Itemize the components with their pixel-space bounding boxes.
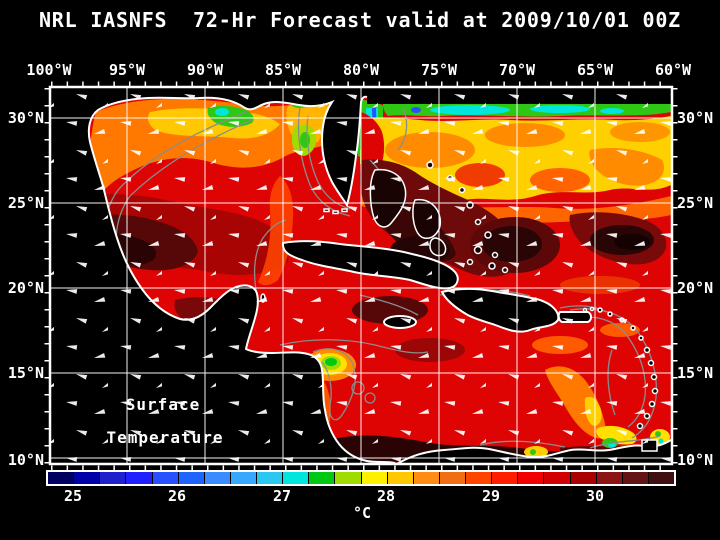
- top-axis-tick-label: 65°W: [576, 61, 614, 79]
- colorbar: [46, 470, 676, 486]
- top-axis-tick-label: 70°W: [498, 61, 536, 79]
- colorbar-cells: [48, 472, 674, 484]
- colorbar-cell: [648, 472, 674, 484]
- colorbar-cell: [387, 472, 413, 484]
- colorbar-unit: °C: [352, 504, 372, 522]
- colorbar-cell: [439, 472, 465, 484]
- left-axis-tick-label: 25°N: [7, 194, 44, 212]
- left-axis-tick-label: 10°N: [7, 451, 44, 469]
- colorbar-tick-label: 29: [481, 487, 501, 505]
- colorbar-tick-label: 28: [376, 487, 396, 505]
- colorbar-cell: [126, 472, 152, 484]
- map-frame: [44, 81, 678, 471]
- colorbar-cell: [283, 472, 309, 484]
- colorbar-cell: [178, 472, 204, 484]
- colorbar-cell: [152, 472, 178, 484]
- colorbar-cell: [335, 472, 361, 484]
- colorbar-cell: [413, 472, 439, 484]
- overlay-label-temperature: Temperature: [106, 428, 224, 447]
- colorbar-cell: [204, 472, 230, 484]
- colorbar-cell: [361, 472, 387, 484]
- colorbar-cell: [492, 472, 518, 484]
- colorbar-cell: [100, 472, 126, 484]
- left-axis-tick-label: 15°N: [7, 364, 44, 382]
- colorbar-tick-label: 25: [63, 487, 83, 505]
- colorbar-cell: [570, 472, 596, 484]
- top-axis-tick-label: 100°W: [26, 61, 72, 79]
- colorbar-cell: [74, 472, 100, 484]
- top-axis-tick-label: 75°W: [420, 61, 458, 79]
- top-axis-tick-label: 80°W: [342, 61, 380, 79]
- top-axis-tick-label: 60°W: [654, 61, 692, 79]
- top-axis-tick-label: 85°W: [264, 61, 302, 79]
- colorbar-cell: [466, 472, 492, 484]
- right-axis-tick-label: 15°N: [677, 364, 714, 382]
- colorbar-cell: [596, 472, 622, 484]
- left-axis-tick-label: 20°N: [7, 279, 44, 297]
- wind-vector-overlay: [50, 87, 672, 465]
- left-axis-tick-label: 30°N: [7, 109, 44, 127]
- colorbar-cell: [257, 472, 283, 484]
- colorbar-cell: [544, 472, 570, 484]
- colorbar-cell: [518, 472, 544, 484]
- overlay-label-surface: Surface: [125, 395, 201, 414]
- colorbar-tick-label: 27: [272, 487, 292, 505]
- right-axis-tick-label: 25°N: [677, 194, 714, 212]
- colorbar-tick-label: 30: [585, 487, 605, 505]
- colorbar-cell: [230, 472, 256, 484]
- right-axis-tick-label: 30°N: [677, 109, 714, 127]
- right-axis-tick-label: 10°N: [677, 451, 714, 469]
- colorbar-cell: [309, 472, 335, 484]
- colorbar-cell: [48, 472, 74, 484]
- right-axis-tick-label: 20°N: [677, 279, 714, 297]
- top-axis-tick-label: 90°W: [186, 61, 224, 79]
- colorbar-tick-label: 26: [167, 487, 187, 505]
- figure-title: NRL IASNFS 72-Hr Forecast valid at 2009/…: [38, 8, 682, 32]
- colorbar-cell: [622, 472, 648, 484]
- top-axis-tick-label: 95°W: [108, 61, 146, 79]
